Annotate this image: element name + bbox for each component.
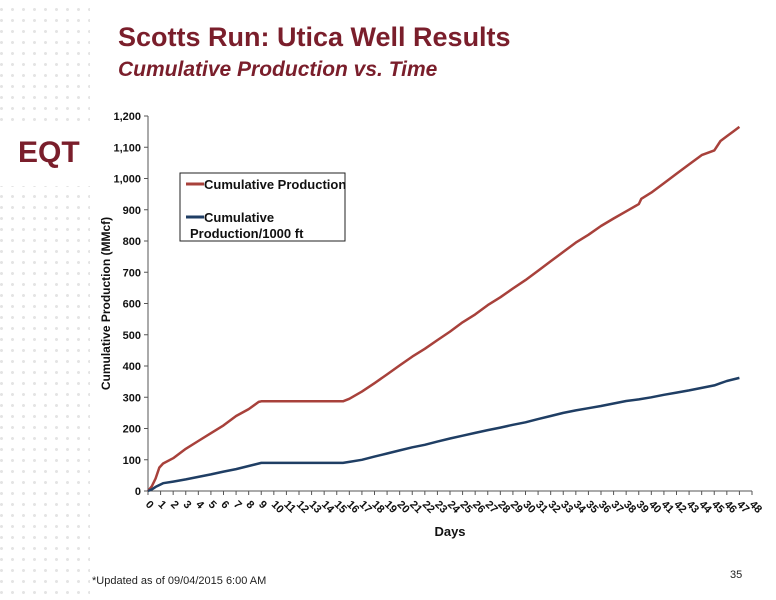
x-tick-label: 48 <box>747 499 764 516</box>
x-tick-label: 3 <box>181 499 194 512</box>
x-tick-label: 2 <box>168 499 181 512</box>
y-tick-label: 1,200 <box>113 111 141 123</box>
legend-label-cumulative-production: Cumulative Production <box>204 177 346 192</box>
x-tick-label: 6 <box>218 499 231 512</box>
legend-label-cumulative-production-per-1000ft: Cumulative Production/1000 ft <box>190 210 304 241</box>
y-tick-label: 700 <box>123 267 141 279</box>
page-subtitle: Cumulative Production vs. Time <box>118 58 438 81</box>
y-axis-title: Cumulative Production (MMcf) <box>99 217 113 390</box>
x-tick-label: 5 <box>206 499 219 512</box>
y-tick-label: 500 <box>123 330 141 342</box>
page-title: Scotts Run: Utica Well Results <box>118 22 511 52</box>
y-tick-label: 300 <box>123 392 141 404</box>
y-tick-label: 0 <box>135 486 141 498</box>
dot-pattern-decoration <box>0 0 90 600</box>
x-axis-title: Days <box>434 524 465 539</box>
y-tick-label: 200 <box>123 424 141 436</box>
y-tick-label: 100 <box>123 455 141 467</box>
y-tick-label: 600 <box>123 299 141 311</box>
x-tick-label: 7 <box>231 499 244 512</box>
eqt-logo-text: EQT <box>18 136 80 169</box>
eqt-logo: EQT <box>18 132 88 175</box>
x-tick-label: 4 <box>193 499 206 512</box>
series-line-cumulative-production-per-1000ft <box>147 376 740 493</box>
y-tick-label: 1,000 <box>113 174 141 186</box>
y-tick-label: 900 <box>123 205 141 217</box>
x-tick-label: 1 <box>155 499 168 512</box>
x-tick-label: 0 <box>143 499 156 512</box>
x-tick-label: 8 <box>244 499 257 512</box>
y-tick-label: 400 <box>123 361 141 373</box>
y-tick-label: 800 <box>123 236 141 248</box>
series-line-cumulative-production <box>147 125 741 492</box>
y-tick-label: 1,100 <box>113 142 141 154</box>
legend-box <box>179 172 346 242</box>
page-number: 35 <box>730 569 743 581</box>
footnote: *Updated as of 09/04/2015 6:00 AM <box>92 575 267 587</box>
x-tick-label: 9 <box>256 499 269 512</box>
